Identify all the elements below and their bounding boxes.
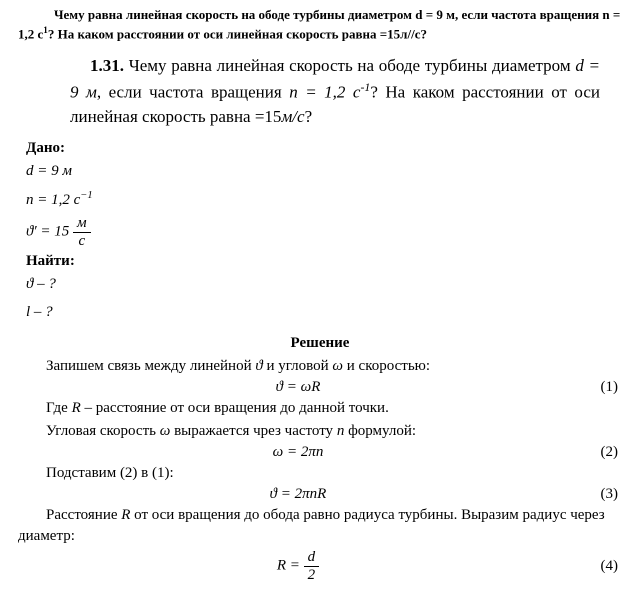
p2-b: – расстояние от оси вращения до данной т… (81, 400, 389, 416)
given-n: n = 1,2 с−1 (26, 187, 622, 214)
page-root: Чему равна линейная скорость на ободе ту… (0, 0, 640, 603)
given-n-lhs: n = 1,2 с (26, 192, 80, 208)
problem-n-sup: -1 (360, 80, 370, 94)
equation-4-num: (4) (578, 558, 622, 575)
problem-n-expr: n = 1,2 с (289, 83, 360, 102)
problem-text-b: , если частота вращения (97, 83, 289, 102)
p2-sym: R (72, 400, 81, 416)
label-dano: Дано: (26, 140, 622, 157)
equation-2-num: (2) (578, 444, 622, 461)
p1-sym1: ϑ (255, 358, 262, 374)
p5-a: Расстояние (46, 507, 121, 523)
page-header: Чему равна линейная скорость на ободе ту… (18, 6, 622, 42)
eq4-lhs: R = (277, 557, 304, 573)
p1-a: Запишем связь между линейной (46, 358, 255, 374)
given-d: d = 9 м (26, 159, 622, 185)
p1-c: и скоростью: (343, 358, 430, 374)
problem-unit: м/с (281, 107, 304, 126)
equation-1-num: (1) (578, 379, 622, 396)
solution-p1: Запишем связь между линейной ϑ и угловой… (18, 356, 622, 377)
problem-number: 1.31. (90, 56, 124, 75)
eq4-top: d (304, 549, 320, 567)
p3-a: Угловая скорость (46, 423, 160, 439)
p1-sym2: ω (332, 358, 343, 374)
label-reshenie: Решение (18, 335, 622, 352)
solution-p3: Угловая скорость ω выражается чрез часто… (18, 421, 622, 442)
equation-2-row: ω = 2πn (2) (18, 444, 622, 461)
equation-3: ϑ = 2πnR (18, 486, 578, 503)
given-v: ϑ′ = 15 м с (26, 215, 622, 249)
label-naiti: Найти: (26, 253, 622, 270)
given-v-frac-bot: с (73, 233, 91, 250)
equation-4: R = d 2 (18, 549, 578, 583)
p1-b: и угловой (263, 358, 333, 374)
given-block: d = 9 м n = 1,2 с−1 ϑ′ = 15 м с (26, 159, 622, 249)
equation-1: ϑ = ωR (18, 379, 578, 396)
problem-text-d: ? (305, 107, 313, 126)
eq4-frac: d 2 (304, 549, 320, 583)
find-block: ϑ – ? l – ? (26, 272, 622, 325)
equation-3-row: ϑ = 2πnR (3) (18, 486, 622, 503)
eq4-bot: 2 (304, 567, 320, 584)
problem-statement: 1.31. Чему равна линейная скорость на об… (18, 54, 622, 130)
equation-1-row: ϑ = ωR (1) (18, 379, 622, 396)
solution-p5: Расстояние R от оси вращения до обода ра… (18, 505, 622, 547)
p2-a: Где (46, 400, 72, 416)
solution-p2: Где R – расстояние от оси вращения до да… (18, 398, 622, 419)
p3-b: выражается чрез частоту (170, 423, 336, 439)
equation-4-row: R = d 2 (4) (18, 549, 622, 583)
p3-sym1: ω (160, 423, 171, 439)
equation-3-num: (3) (578, 486, 622, 503)
find-l: l – ? (26, 300, 622, 326)
given-v-frac-top: м (73, 215, 91, 233)
given-v-frac: м с (73, 215, 91, 249)
solution-p4: Подставим (2) в (1): (18, 463, 622, 484)
p3-c: формулой: (344, 423, 416, 439)
problem-text-a: Чему равна линейная скорость на ободе ту… (124, 56, 575, 75)
header-text-b: ? На каком расстоянии от оси линейная ск… (48, 26, 427, 41)
given-v-lhs: ϑ′ = 15 (26, 223, 73, 239)
given-n-sup: −1 (80, 190, 92, 201)
equation-2: ω = 2πn (18, 444, 578, 461)
find-v: ϑ – ? (26, 272, 622, 298)
